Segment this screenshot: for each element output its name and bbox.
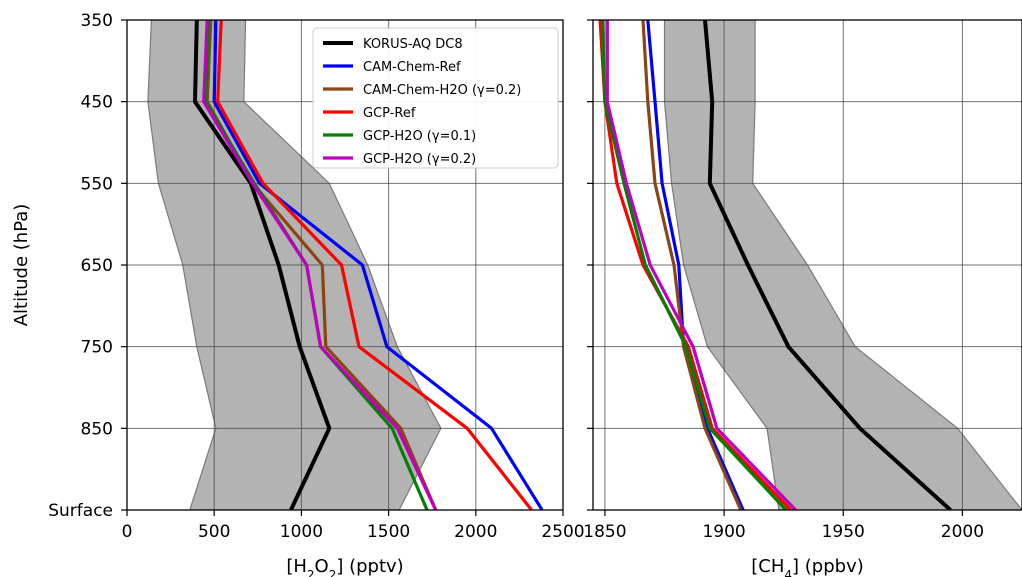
ch4-series-line-4 (600, 20, 788, 510)
y-tick-label-2: 550 (81, 174, 113, 194)
h2o2-series-line-3 (216, 20, 533, 510)
legend-label-4: GCP-H2O (γ=0.1) (363, 129, 476, 144)
ch4-x-tick-label-0: 1850 (583, 522, 626, 542)
legend-box (312, 27, 559, 169)
h2o2-x-tick-label-5: 2500 (541, 522, 584, 542)
legend-label-1: CAM-Chem-Ref (363, 60, 461, 75)
y-tick-label-3: 650 (81, 256, 113, 276)
h2o2-x-tick-label-2: 1000 (280, 522, 323, 542)
h2o2-series-line-5 (202, 20, 438, 510)
ch4-x-tick-label-1: 1900 (702, 522, 745, 542)
y-tick-label-5: 850 (81, 419, 113, 439)
h2o2-x-tick-label-4: 2000 (454, 522, 497, 542)
legend-label-3: GCP-Ref (363, 106, 416, 121)
ch4-obs-range-band (663, 20, 1022, 510)
y-tick-label-1: 450 (81, 93, 113, 113)
legend-label-5: GCP-H2O (γ=0.2) (363, 152, 476, 167)
ch4-series-line-1 (646, 20, 745, 510)
ch4-series-line-2 (641, 20, 743, 510)
ch4-series-line-0 (703, 20, 952, 510)
h2o2-x-tick-label-1: 500 (198, 522, 230, 542)
ch4-x-tick-label-3: 2000 (941, 522, 984, 542)
h2o2-x-tick-label-3: 1500 (367, 522, 410, 542)
ch4-panel: 1850 1900 1950 2000 [CH4] (ppbv) (583, 19, 1022, 577)
y-tick-label-0: 350 (81, 11, 113, 31)
ch4-series-line-5 (605, 20, 797, 510)
y-tick-label-4: 750 (81, 338, 113, 358)
h2o2-x-axis-label: [H2O2] (pptv) (286, 556, 403, 577)
y-tick-label-6: Surface (48, 501, 113, 521)
legend: KORUS-AQ DC8 CAM-Chem-Ref CAM-Chem-H2O (γ=… (312, 27, 559, 169)
legend-label-0: KORUS-AQ DC8 (363, 37, 463, 52)
y-axis-label: Altitude (hPa) (11, 204, 32, 327)
ch4-x-tick-label-2: 1950 (822, 522, 865, 542)
h2o2-series-line-1 (212, 20, 544, 510)
h2o2-series-line-0 (193, 20, 332, 510)
legend-label-2: CAM-Chem-H2O (γ=0.2) (363, 83, 521, 98)
ch4-x-axis-label: [CH4] (ppbv) (751, 556, 864, 577)
h2o2-x-tick-label-0: 0 (122, 522, 133, 542)
